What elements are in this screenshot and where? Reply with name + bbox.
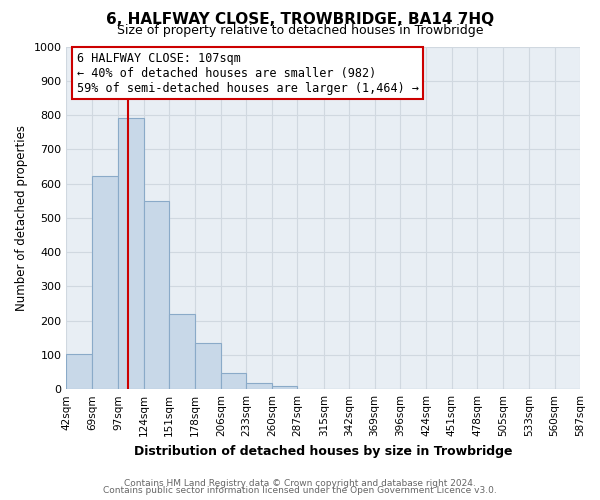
- Text: Contains HM Land Registry data © Crown copyright and database right 2024.: Contains HM Land Registry data © Crown c…: [124, 478, 476, 488]
- Bar: [272, 386, 297, 389]
- Bar: [247, 383, 272, 389]
- Y-axis label: Number of detached properties: Number of detached properties: [15, 125, 28, 311]
- Bar: [118, 118, 143, 389]
- Text: Size of property relative to detached houses in Trowbridge: Size of property relative to detached ho…: [117, 24, 483, 37]
- Text: Contains public sector information licensed under the Open Government Licence v3: Contains public sector information licen…: [103, 486, 497, 495]
- Bar: [143, 202, 169, 389]
- Text: 6 HALFWAY CLOSE: 107sqm
← 40% of detached houses are smaller (982)
59% of semi-d: 6 HALFWAY CLOSE: 107sqm ← 40% of detache…: [77, 52, 419, 94]
- Bar: [92, 176, 118, 389]
- Bar: [194, 343, 221, 389]
- Bar: [221, 374, 247, 389]
- X-axis label: Distribution of detached houses by size in Trowbridge: Distribution of detached houses by size …: [134, 444, 512, 458]
- Bar: [67, 354, 92, 389]
- Text: 6, HALFWAY CLOSE, TROWBRIDGE, BA14 7HQ: 6, HALFWAY CLOSE, TROWBRIDGE, BA14 7HQ: [106, 12, 494, 28]
- Bar: [169, 314, 194, 389]
